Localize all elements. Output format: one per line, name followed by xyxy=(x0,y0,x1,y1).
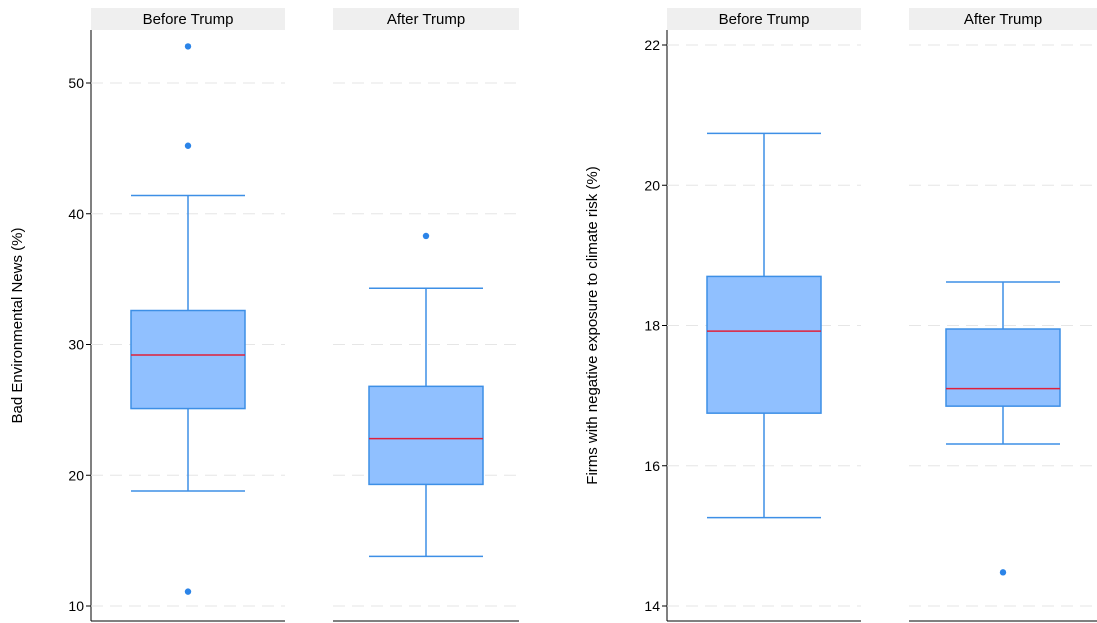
facet-strip xyxy=(667,8,861,30)
iqr-box xyxy=(368,385,484,486)
y-tick-label: 50 xyxy=(68,75,84,91)
facet-strip-label: After Trump xyxy=(387,11,465,28)
panel-2: After Trump xyxy=(909,8,1097,622)
iqr-box xyxy=(706,275,822,414)
chart-2: 14 16 18 20 22 Firms with negative exposure t… xyxy=(584,8,1097,622)
outlier-point xyxy=(184,588,192,595)
outlier-point xyxy=(184,142,192,149)
iqr-box xyxy=(130,309,246,410)
y-axis-title: Bad Environmental News (%) xyxy=(9,228,26,424)
facet-strip xyxy=(909,8,1097,30)
y-axis-title: Firms with negative exposure to climate … xyxy=(584,166,601,484)
y-tick-label: 18 xyxy=(644,318,660,334)
y-tick-label: 20 xyxy=(644,177,660,193)
y-tick-label: 20 xyxy=(68,467,84,483)
facet-strip-label: After Trump xyxy=(964,11,1042,28)
facet-strip xyxy=(91,8,285,30)
outlier-point xyxy=(999,569,1007,576)
y-tick-label: 22 xyxy=(644,37,660,53)
facet-strip-label: Before Trump xyxy=(719,11,810,28)
panel-2: After Trump xyxy=(333,8,519,622)
facet-strip-label: Before Trump xyxy=(143,11,234,28)
facet-strip xyxy=(333,8,519,30)
outlier-point xyxy=(184,43,192,50)
chart-1: 10 20 30 40 50 Bad Environmental News (%) Befo… xyxy=(9,8,519,622)
iqr-box xyxy=(945,328,1061,407)
panel-1: Before Trump xyxy=(667,8,861,622)
y-tick-label: 16 xyxy=(644,458,660,474)
outlier-point xyxy=(422,232,430,240)
panel-1: Before Trump xyxy=(91,8,285,622)
y-tick-label: 40 xyxy=(68,206,84,222)
y-tick-label: 30 xyxy=(68,337,84,353)
y-tick-label: 14 xyxy=(644,598,660,614)
y-tick-label: 10 xyxy=(68,598,84,614)
